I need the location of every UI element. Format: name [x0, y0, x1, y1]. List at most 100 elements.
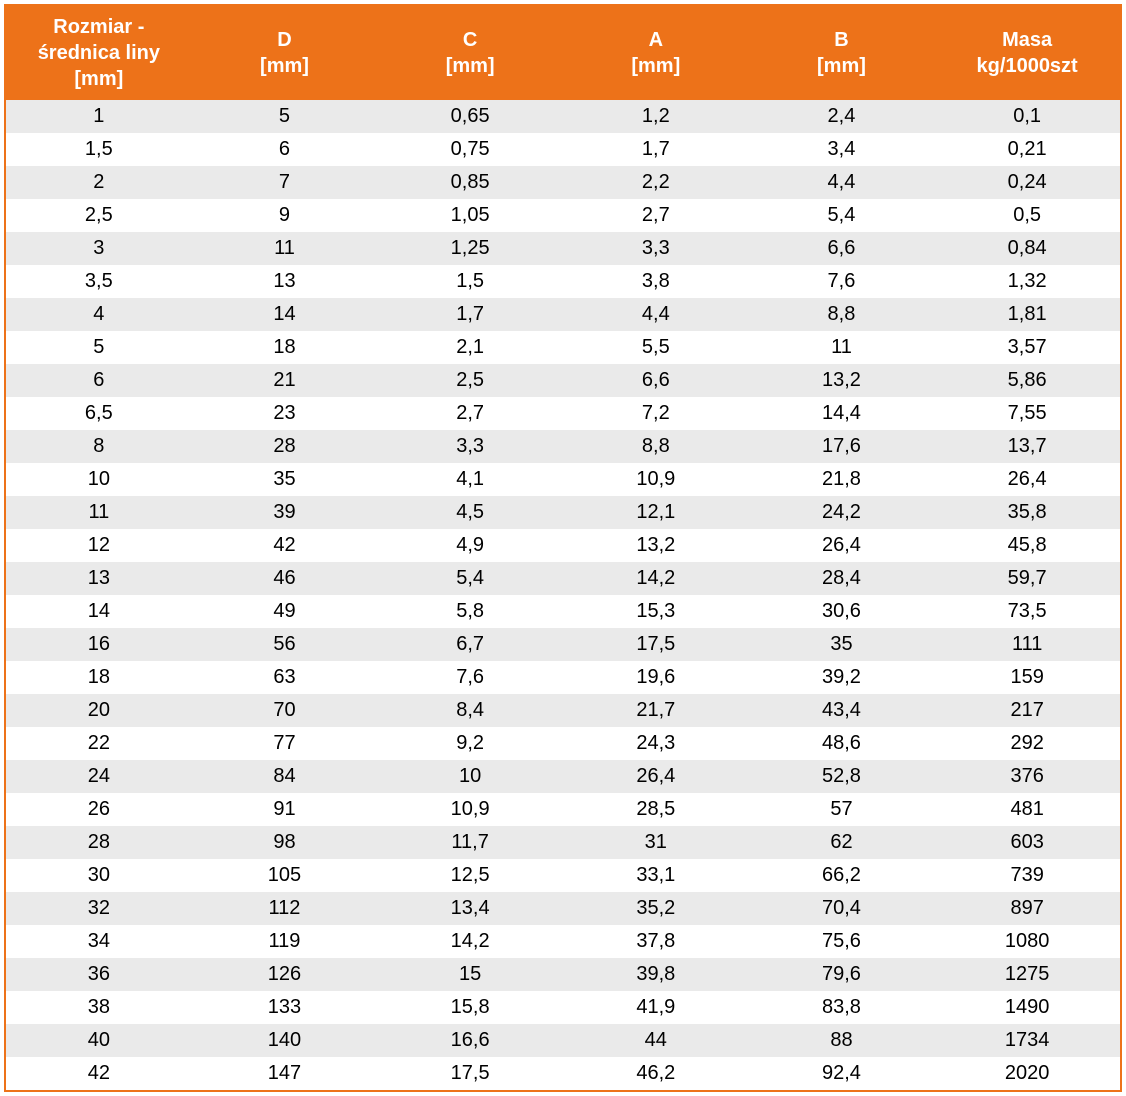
table-cell: 45,8 [934, 529, 1120, 562]
table-row: 24841026,452,8376 [6, 760, 1120, 793]
table-cell: 376 [934, 760, 1120, 793]
table-row: 20708,421,743,4217 [6, 694, 1120, 727]
table-cell: 105 [192, 859, 378, 892]
table-cell: 1,81 [934, 298, 1120, 331]
table-cell: 10,9 [563, 463, 749, 496]
table-cell: 39 [192, 496, 378, 529]
table-cell: 28,5 [563, 793, 749, 826]
table-cell: 2,1 [377, 331, 563, 364]
header-cell-3: A [mm] [563, 6, 749, 100]
table-cell: 20 [6, 694, 192, 727]
table-cell: 21 [192, 364, 378, 397]
table-cell: 46 [192, 562, 378, 595]
table-cell: 7 [192, 166, 378, 199]
table-cell: 2 [6, 166, 192, 199]
table-cell: 3,8 [563, 265, 749, 298]
table-cell: 22 [6, 727, 192, 760]
table-cell: 1,25 [377, 232, 563, 265]
table-cell: 36 [6, 958, 192, 991]
table-cell: 34 [6, 925, 192, 958]
table-cell: 42 [6, 1057, 192, 1090]
table-cell: 17,6 [749, 430, 935, 463]
table-cell: 0,65 [377, 100, 563, 133]
table-cell: 14,2 [377, 925, 563, 958]
table-row: 270,852,24,40,24 [6, 166, 1120, 199]
table-cell: 9 [192, 199, 378, 232]
table-cell: 6,6 [563, 364, 749, 397]
header-line1: A [649, 29, 663, 51]
table-cell: 1,05 [377, 199, 563, 232]
table-cell: 1080 [934, 925, 1120, 958]
header-cell-4: B[mm] [749, 6, 935, 100]
table-body: 150,651,22,40,11,560,751,73,40,21270,852… [6, 100, 1120, 1090]
table-row: 3010512,533,166,2739 [6, 859, 1120, 892]
table-cell: 4 [6, 298, 192, 331]
table-cell: 11,7 [377, 826, 563, 859]
table-cell: 32 [6, 892, 192, 925]
table-cell: 9,2 [377, 727, 563, 760]
table-cell: 603 [934, 826, 1120, 859]
table-row: 5182,15,5113,57 [6, 331, 1120, 364]
table-cell: 91 [192, 793, 378, 826]
table-row: 22779,224,348,6292 [6, 727, 1120, 760]
table-cell: 5,5 [563, 331, 749, 364]
table-cell: 31 [563, 826, 749, 859]
table-cell: 66,2 [749, 859, 935, 892]
table-cell: 2,5 [377, 364, 563, 397]
table-cell: 88 [749, 1024, 935, 1057]
table-cell: 12 [6, 529, 192, 562]
table-cell: 23 [192, 397, 378, 430]
table-cell: 10 [6, 463, 192, 496]
header-line2: [mm] [631, 55, 680, 77]
table-header: Rozmiar -średnica liny[mm]D[mm]C[mm]A[mm… [6, 6, 1120, 100]
table-row: 361261539,879,61275 [6, 958, 1120, 991]
table-cell: 6,7 [377, 628, 563, 661]
table-cell: 6 [192, 133, 378, 166]
table-cell: 4,5 [377, 496, 563, 529]
table-cell: 2,7 [377, 397, 563, 430]
table-cell: 140 [192, 1024, 378, 1057]
table-cell: 1,32 [934, 265, 1120, 298]
table-row: 10354,110,921,826,4 [6, 463, 1120, 496]
table-cell: 83,8 [749, 991, 935, 1024]
table-cell: 2,2 [563, 166, 749, 199]
table-cell: 739 [934, 859, 1120, 892]
header-line2: średnica liny [38, 42, 160, 64]
table-cell: 6,6 [749, 232, 935, 265]
table-cell: 1,5 [6, 133, 192, 166]
table-cell: 10,9 [377, 793, 563, 826]
table-cell: 1,5 [377, 265, 563, 298]
table-cell: 8 [6, 430, 192, 463]
table-cell: 1490 [934, 991, 1120, 1024]
table-cell: 8,8 [563, 430, 749, 463]
table-row: 8283,38,817,613,7 [6, 430, 1120, 463]
table-cell: 3 [6, 232, 192, 265]
table-cell: 3,3 [563, 232, 749, 265]
table-cell: 63 [192, 661, 378, 694]
table-cell: 38 [6, 991, 192, 1024]
table-cell: 33,1 [563, 859, 749, 892]
table-row: 4214717,546,292,42020 [6, 1057, 1120, 1090]
table-cell: 7,6 [377, 661, 563, 694]
table-cell: 6 [6, 364, 192, 397]
table-cell: 16 [6, 628, 192, 661]
table-cell: 7,55 [934, 397, 1120, 430]
header-line1: C [463, 29, 477, 51]
table-cell: 13 [6, 562, 192, 595]
table-row: 3111,253,36,60,84 [6, 232, 1120, 265]
table-cell: 292 [934, 727, 1120, 760]
table-cell: 5,4 [749, 199, 935, 232]
table-cell: 35 [749, 628, 935, 661]
table-cell: 4,4 [749, 166, 935, 199]
table-cell: 1275 [934, 958, 1120, 991]
header-cell-1: D[mm] [192, 6, 378, 100]
table-cell: 14,2 [563, 562, 749, 595]
table-row: 18637,619,639,2159 [6, 661, 1120, 694]
table-cell: 57 [749, 793, 935, 826]
table-cell: 62 [749, 826, 935, 859]
table-cell: 26,4 [749, 529, 935, 562]
table-cell: 41,9 [563, 991, 749, 1024]
table-cell: 3,4 [749, 133, 935, 166]
table-row: 6212,56,613,25,86 [6, 364, 1120, 397]
table-cell: 70 [192, 694, 378, 727]
